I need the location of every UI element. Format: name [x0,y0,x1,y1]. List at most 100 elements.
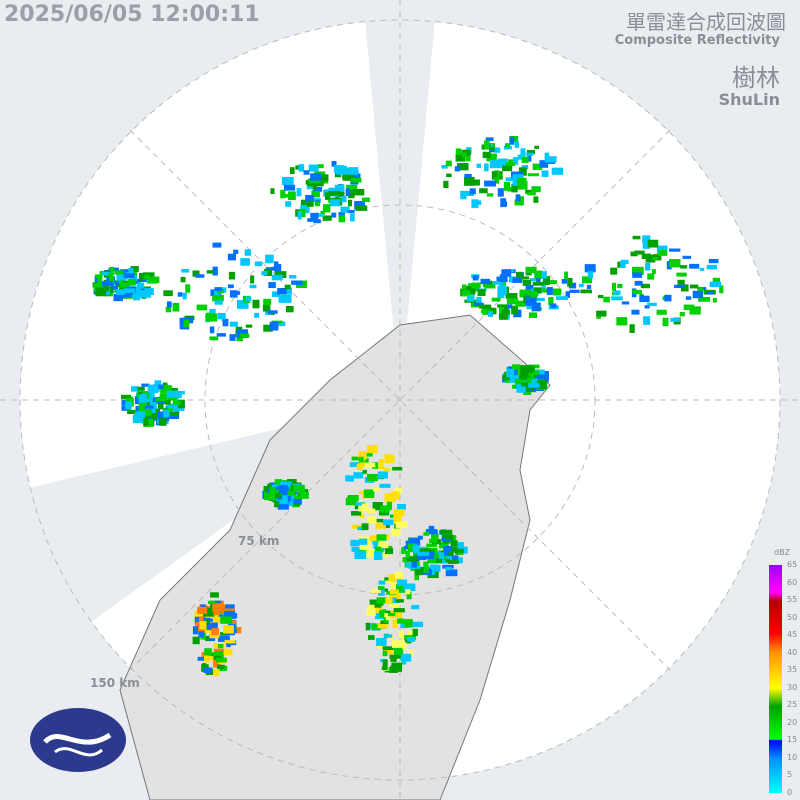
echo-cell [322,204,331,213]
echo-cell [264,268,273,277]
echo-cell [387,612,396,617]
echo-cell [252,299,260,309]
echo-cell [278,296,287,303]
station-name-en: ShuLin [718,90,780,109]
echo-cell [239,333,250,338]
echo-cell [204,648,212,656]
echo-cell [201,651,206,658]
echo-cell [432,554,439,558]
echo-cell [280,189,286,199]
echo-cell [413,550,421,559]
legend-tick: 0 [787,787,793,797]
echo-cell [401,660,407,665]
echo-cell [647,302,657,307]
echo-cell [289,167,295,174]
echo-cell [388,574,397,582]
echo-cell [360,453,373,457]
echo-cell [405,550,410,558]
echo-cell [528,383,536,393]
echo-cell [621,301,630,305]
echo-cell [351,524,363,529]
echo-cell [366,608,376,617]
echo-cell [163,290,173,297]
echo-cell [385,548,394,555]
echo-cell [460,190,467,200]
echo-cell [632,272,643,278]
echo-cell [457,162,469,171]
echo-cell [351,456,363,461]
echo-cell [216,289,225,294]
echo-cell [274,271,287,278]
echo-cell [491,297,501,302]
echo-cell [509,375,518,382]
echo-cell [208,600,215,605]
echo-cell [149,412,160,421]
echo-cell [712,297,717,303]
echo-cell [405,589,411,595]
echo-cell [596,315,601,319]
echo-cell [340,206,350,213]
echo-cell [131,386,139,392]
echo-cell [376,534,387,541]
echo-cell [480,309,492,314]
echo-cell [262,304,271,312]
legend-tick: 15 [787,735,798,744]
echo-cell [382,650,388,657]
echo-cell [358,453,364,457]
echo-cell [148,276,160,284]
echo-cell [286,287,292,295]
echo-cell [403,583,416,592]
echo-cell [167,412,179,416]
echo-cell [199,621,207,630]
echo-cell [541,271,547,279]
echo-cell [245,324,253,328]
echo-cell [389,603,400,608]
echo-cell [362,469,367,474]
echo-cell [542,276,551,286]
echo-cell [391,600,400,606]
echo-cell [211,628,219,636]
echo-cell [461,284,467,290]
echo-cell [361,197,370,203]
echo-cell [372,538,379,545]
echo-cell [500,304,509,312]
echo-cell [125,401,132,410]
echo-cell [331,212,337,218]
echo-cell [114,281,120,286]
echo-cell [670,317,680,322]
echo-cell [461,152,467,158]
echo-cell [402,557,407,563]
echo-cell [376,638,387,646]
echo-cell [357,526,366,531]
echo-cell [345,475,354,482]
echo-cell [443,545,453,555]
echo-cell [631,309,640,315]
echo-cell [350,539,362,547]
echo-cell [493,171,498,178]
echo-cell [450,540,458,547]
echo-cell [345,188,351,197]
echo-cell [93,283,104,292]
echo-cell [359,542,371,551]
echo-cell [484,180,497,187]
echo-cell [303,170,310,175]
echo-cell [447,560,459,564]
echo-cell [220,632,227,636]
echo-cell [644,262,651,271]
echo-cell [274,500,280,508]
echo-cell [487,307,497,315]
echo-cell [376,518,384,523]
echo-cell [268,282,276,289]
echo-cell [138,394,148,403]
echo-cell [203,655,210,663]
echo-cell [120,269,132,274]
echo-cell [402,642,407,650]
echo-cell [544,156,557,163]
echo-cell [217,635,230,642]
echo-cell [154,380,162,385]
echo-cell [544,152,550,159]
echo-cell [377,586,385,590]
timestamp: 2025/06/05 12:00:11 [4,2,260,27]
echo-cell [217,664,225,669]
echo-cell [484,281,496,289]
